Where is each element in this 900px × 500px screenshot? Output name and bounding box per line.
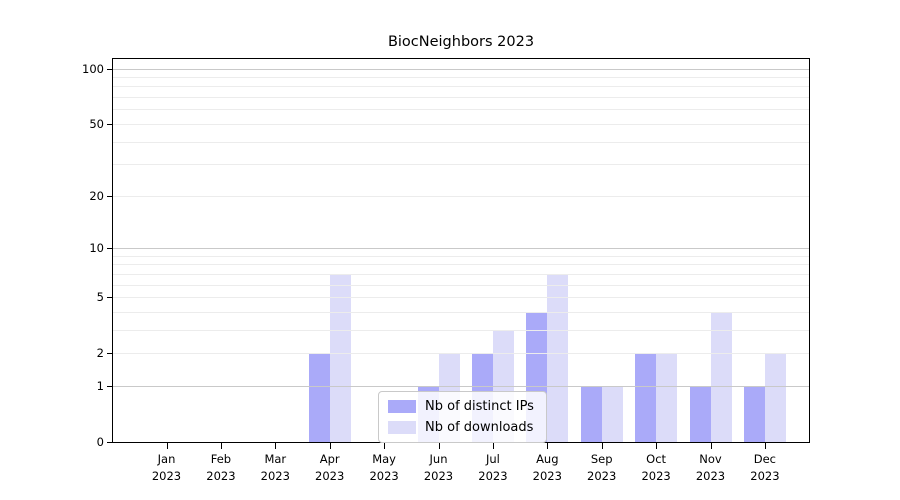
x-tick-mark — [492, 443, 494, 449]
legend-swatch-distinct-ips-icon — [388, 400, 416, 413]
y-tick-mark — [107, 385, 112, 387]
x-tick-mark — [710, 443, 712, 449]
gridline — [113, 164, 809, 166]
x-tick-label-dec: Dec 2023 — [750, 452, 780, 483]
legend-swatch-downloads-icon — [388, 421, 416, 434]
bar-downloads-dec — [764, 353, 786, 442]
y-tick-mark — [107, 195, 112, 197]
x-tick-label-sep: Sep 2023 — [587, 452, 617, 483]
gridline — [113, 123, 809, 125]
chart-title: BiocNeighbors 2023 — [387, 34, 535, 50]
bar-downloads-sep — [601, 385, 623, 442]
y-tick-label: 50 — [89, 116, 104, 131]
x-tick-label-aug: Aug 2023 — [532, 452, 562, 483]
x-tick-mark — [601, 443, 603, 449]
legend: Nb of distinct IPs Nb of downloads — [378, 391, 547, 443]
x-tick-label-apr: Apr 2023 — [315, 452, 345, 483]
plot-area — [112, 58, 810, 443]
x-tick-label-jun: Jun 2023 — [423, 452, 454, 483]
gridline — [113, 385, 809, 387]
y-tick-label: 2 — [96, 346, 104, 361]
bar-downloads-nov — [710, 311, 732, 442]
y-tick-label: 20 — [89, 188, 104, 203]
x-tick-label-oct: Oct 2023 — [641, 452, 671, 483]
y-tick-label: 1 — [96, 378, 104, 393]
bar-downloads-apr — [329, 273, 351, 442]
bar-downloads-oct — [656, 353, 678, 442]
bar-ips-sep — [580, 385, 602, 442]
legend-item-distinct-ips: Nb of distinct IPs — [388, 399, 534, 414]
x-tick-mark — [329, 443, 331, 449]
bar-ips-nov — [689, 385, 711, 442]
y-tick-label: 0 — [96, 435, 104, 449]
x-tick-mark — [220, 443, 222, 449]
x-tick-label-mar: Mar 2023 — [260, 452, 290, 483]
gridline — [113, 68, 809, 70]
x-tick-label-feb: Feb 2023 — [206, 452, 236, 483]
gridline — [113, 97, 809, 99]
legend-item-downloads: Nb of downloads — [388, 420, 534, 435]
y-tick-label: 5 — [96, 290, 104, 305]
legend-label: Nb of downloads — [425, 420, 534, 435]
y-tick-label: 100 — [82, 61, 104, 76]
x-tick-label-may: May 2023 — [369, 452, 399, 483]
x-tick-mark — [166, 443, 168, 449]
y-tick-mark — [107, 123, 112, 125]
y-tick-label: 10 — [89, 241, 104, 255]
y-tick-mark — [107, 248, 112, 249]
gridline — [113, 273, 809, 275]
legend-label: Nb of distinct IPs — [425, 399, 534, 414]
x-tick-mark — [275, 443, 277, 449]
x-tick-mark — [438, 443, 440, 449]
bar-ips-dec — [743, 385, 765, 442]
bar-downloads-aug — [547, 273, 569, 442]
bar-ips-oct — [635, 353, 657, 442]
x-tick-mark — [764, 443, 766, 449]
x-tick-label-jul: Jul 2023 — [478, 452, 508, 483]
gridline — [113, 141, 809, 143]
y-tick-mark — [107, 297, 112, 299]
y-tick-mark — [107, 353, 112, 355]
x-tick-mark — [547, 443, 549, 449]
gridline — [113, 311, 809, 313]
gridline — [113, 86, 809, 88]
gridline — [113, 329, 809, 331]
x-tick-mark — [656, 443, 658, 449]
gridline — [113, 77, 809, 79]
x-tick-label-jan: Jan 2023 — [151, 452, 182, 483]
gridline — [113, 248, 809, 249]
gridline — [113, 264, 809, 266]
gridline — [113, 195, 809, 197]
x-tick-label-nov: Nov 2023 — [695, 452, 726, 483]
gridline — [113, 297, 809, 299]
gridline — [113, 284, 809, 286]
y-tick-mark — [107, 68, 112, 70]
gridline — [113, 353, 809, 355]
y-tick-mark — [107, 442, 112, 443]
gridline — [113, 255, 809, 257]
x-tick-mark — [384, 443, 386, 449]
bar-ips-apr — [308, 353, 330, 442]
gridline — [113, 109, 809, 111]
